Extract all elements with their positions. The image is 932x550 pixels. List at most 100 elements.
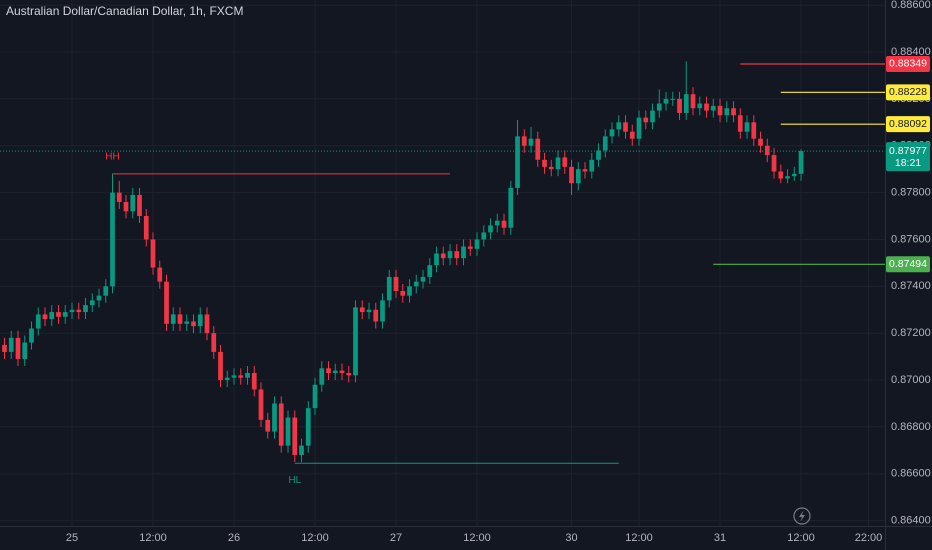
candle-body <box>589 159 595 172</box>
x-tick-label: 12:00 <box>463 532 491 544</box>
candle-body <box>353 307 358 376</box>
candle-body <box>123 201 129 212</box>
candle-body <box>724 108 730 116</box>
price-label: 0.87977 <box>889 145 927 157</box>
candle-body <box>704 103 709 111</box>
candle-body <box>494 220 500 226</box>
candle-body <box>535 138 541 160</box>
y-tick-label: 0.88400 <box>891 46 931 58</box>
candle-body <box>677 98 682 113</box>
candle-body <box>285 417 291 446</box>
candle-body <box>56 312 61 317</box>
y-tick-label: 0.88600 <box>891 0 931 11</box>
y-tick-label: 0.87200 <box>891 327 931 339</box>
candle-body <box>434 253 439 266</box>
candle-body <box>785 176 790 179</box>
candle-body <box>339 370 345 374</box>
candle-body <box>683 94 689 113</box>
candle-body <box>224 377 230 381</box>
candle-body <box>312 384 318 409</box>
candle-body <box>467 246 473 249</box>
annotation-label: HH <box>105 151 119 162</box>
candle-body <box>481 232 487 240</box>
candle-body <box>656 103 662 111</box>
candle-body <box>751 122 757 139</box>
candle-body <box>231 375 237 378</box>
candle-body <box>137 194 142 217</box>
y-tick-label: 0.87800 <box>891 186 931 198</box>
candle-body <box>548 166 554 170</box>
level-label-box <box>886 55 930 72</box>
candle-body <box>697 103 703 109</box>
candle-body <box>177 314 183 324</box>
candle-body <box>130 194 136 212</box>
candle-body <box>474 239 480 249</box>
x-tick-label: 22:00 <box>855 532 883 544</box>
candle-body <box>150 239 156 268</box>
candle-body <box>710 105 716 111</box>
candle-body <box>562 157 568 167</box>
candle-body <box>758 138 763 146</box>
y-tick-label: 0.87400 <box>891 280 931 292</box>
x-tick-label: 12:00 <box>139 532 167 544</box>
candle-body <box>197 314 203 327</box>
level-label: 0.87494 <box>889 258 927 270</box>
candle-body <box>440 253 446 259</box>
candle-body <box>798 151 804 174</box>
candle-body <box>609 129 615 137</box>
candle-body <box>737 115 743 132</box>
candle-body <box>427 265 433 277</box>
x-tick-label: 30 <box>565 532 577 544</box>
candle-body <box>62 312 68 317</box>
candle-body <box>623 122 628 132</box>
candle-body <box>380 300 385 322</box>
candle-body <box>96 295 102 301</box>
candle-body <box>575 169 581 184</box>
candle-body <box>731 108 736 116</box>
level-label: 0.88349 <box>889 58 927 70</box>
y-tick-label: 0.87600 <box>891 233 931 245</box>
candle-body <box>393 276 399 291</box>
candle-body <box>238 375 244 378</box>
candle-body <box>299 445 304 456</box>
candle-body <box>447 251 453 259</box>
replay-icon[interactable] <box>793 507 811 525</box>
level-label: 0.88228 <box>889 86 927 98</box>
candle-body <box>488 225 493 233</box>
candle-body <box>164 281 169 324</box>
candle-body <box>29 328 34 343</box>
candle-body <box>170 314 176 324</box>
candle-body <box>184 321 190 324</box>
candle-body <box>110 192 115 287</box>
candle-body <box>528 138 534 146</box>
candle-body <box>359 307 365 313</box>
candle-body <box>778 171 784 179</box>
candle-body <box>346 373 352 376</box>
y-tick-label: 0.86800 <box>891 421 931 433</box>
candle-body <box>83 305 88 313</box>
candle-body <box>596 150 601 160</box>
candle-body <box>15 337 21 359</box>
y-tick-label: 0.86600 <box>891 468 931 480</box>
candle-body <box>272 403 277 432</box>
candle-body <box>69 309 75 313</box>
candle-body <box>22 342 28 359</box>
chart-title: Australian Dollar/Canadian Dollar, 1h, F… <box>6 4 243 18</box>
candle-body <box>515 136 520 188</box>
candle-body <box>251 373 257 390</box>
level-label-box <box>886 256 930 273</box>
candle-body <box>366 309 372 313</box>
candle-body <box>461 246 466 259</box>
candle-body <box>191 321 196 327</box>
axes: 0.86400 0.86600 0.86800 0.87000 0.87200 0.874… <box>66 0 931 544</box>
x-tick-label: 12:00 <box>625 532 653 544</box>
x-tick-label: 12:00 <box>787 532 815 544</box>
level-label-box <box>886 116 930 133</box>
candle-body <box>420 276 426 282</box>
candle-body <box>413 281 419 287</box>
candle-body <box>582 169 588 172</box>
y-tick-label: 0.86400 <box>891 515 931 527</box>
candle-body <box>319 368 325 385</box>
